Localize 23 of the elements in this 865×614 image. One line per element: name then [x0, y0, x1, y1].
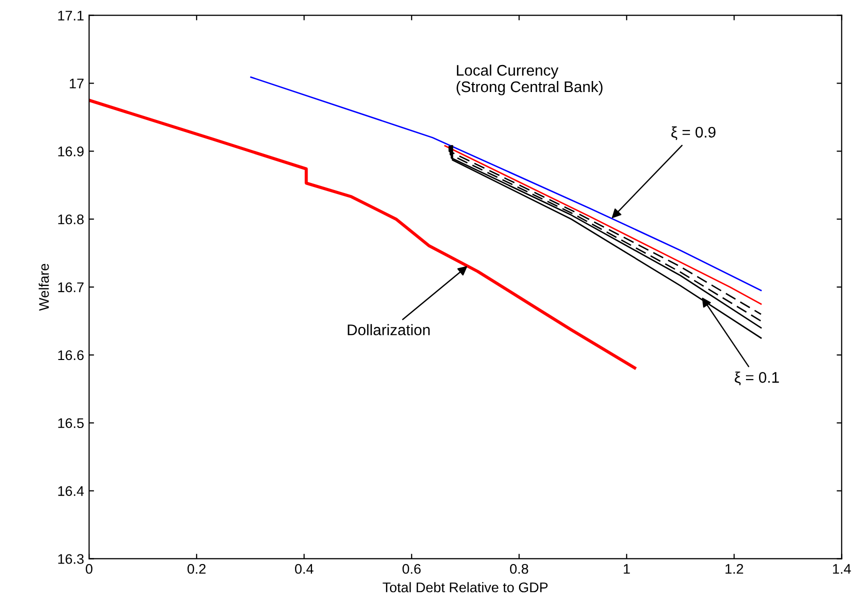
- x-tick-label: 0.4: [295, 564, 314, 574]
- annotation: ξ = 0.1: [734, 372, 779, 386]
- y-tick-label: 16.5: [58, 418, 84, 428]
- x-tick-label: 0.2: [187, 564, 206, 574]
- y-axis-title: Welfare: [38, 264, 49, 311]
- x-tick-label: 1: [624, 564, 630, 574]
- x-tick-label: 1.2: [726, 564, 744, 574]
- x-tick-label: 1.4: [833, 564, 851, 574]
- x-tick-label: 0.8: [510, 564, 528, 574]
- y-tick-label: 16.7: [58, 282, 84, 292]
- annotation: ξ = 0.9: [671, 126, 716, 140]
- annotation: Dollarization: [348, 324, 430, 336]
- y-tick-label: 16.3: [58, 554, 84, 564]
- y-tick-label: 16.9: [58, 146, 84, 156]
- y-tick-label: 16.8: [58, 214, 84, 224]
- annotation: Local Currency (Strong Central Bank): [456, 64, 602, 96]
- x-tick-label: 0: [86, 564, 92, 574]
- y-tick-label: 17: [70, 78, 84, 88]
- y-tick-label: 17.1: [58, 10, 84, 20]
- y-tick-label: 16.6: [58, 350, 84, 360]
- y-tick-label: 16.4: [58, 486, 84, 496]
- x-tick-label: 0.6: [402, 564, 421, 574]
- x-axis-title: Total Debt Relative to GDP: [382, 582, 548, 592]
